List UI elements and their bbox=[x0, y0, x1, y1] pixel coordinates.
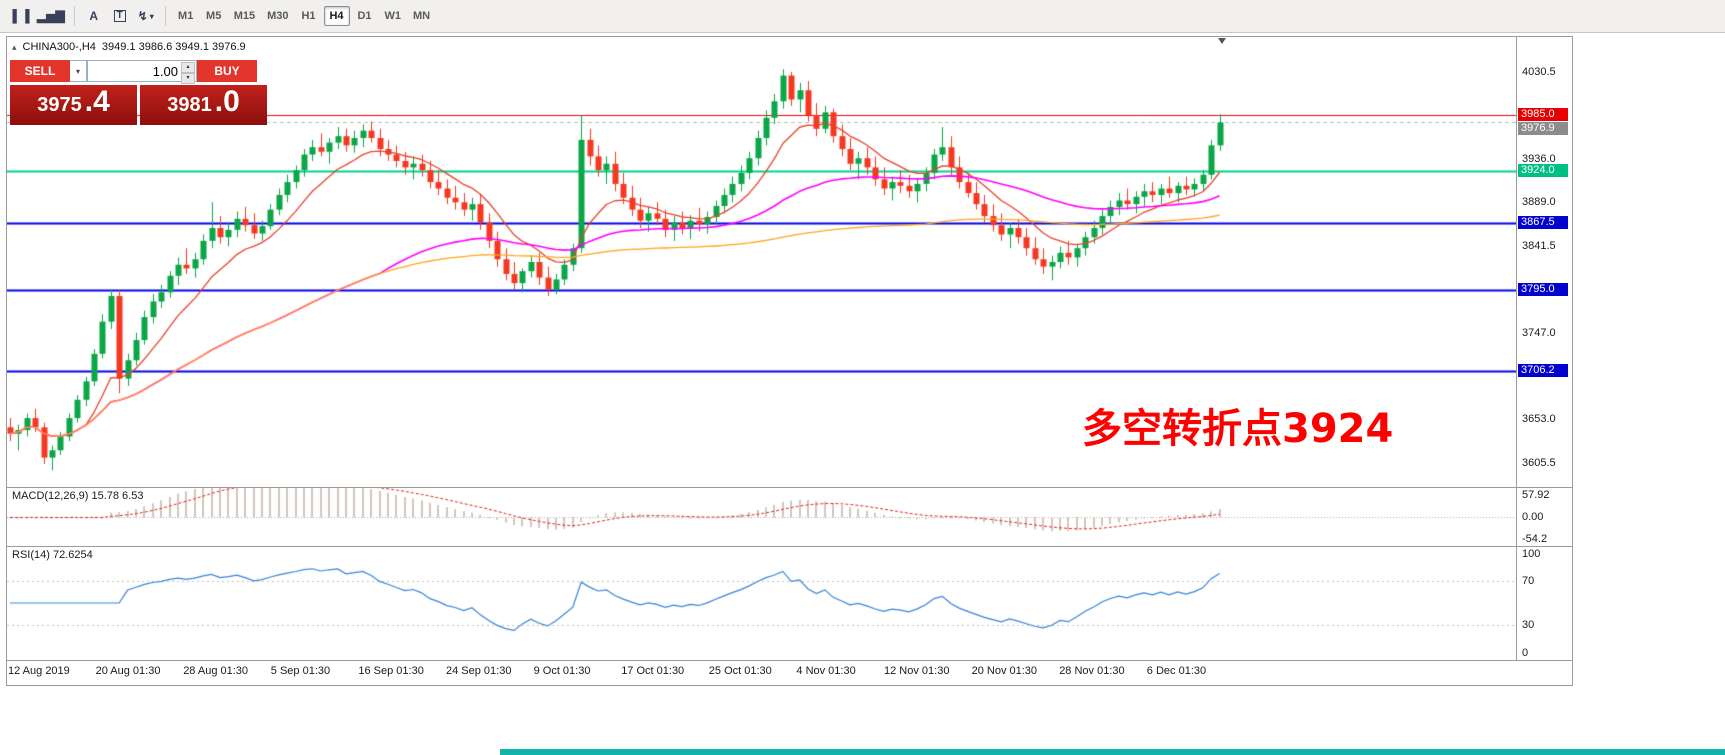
volume-field-wrap: ▴ ▾ bbox=[87, 60, 197, 84]
chart-annotation: 多空转折点3924 bbox=[1082, 406, 1394, 452]
rsi-panel-canvas[interactable] bbox=[7, 547, 1516, 659]
dropdown-caret-icon: ▾ bbox=[149, 11, 154, 21]
x-axis-label: 5 Sep 01:30 bbox=[270, 665, 331, 677]
price-level-label: 3795.0 bbox=[1518, 282, 1568, 296]
timeframe-button-h1[interactable]: H1 bbox=[301, 10, 316, 22]
sell-price-main: 3975 bbox=[37, 94, 82, 116]
text-label-icon[interactable]: A bbox=[81, 5, 107, 27]
volume-input[interactable] bbox=[88, 61, 196, 81]
rsi-indicator-label: RSI(14) 72.6254 bbox=[12, 549, 93, 561]
x-axis-label: 16 Sep 01:30 bbox=[358, 665, 424, 677]
indicators-icon[interactable]: ↯ ▾ bbox=[133, 5, 159, 27]
bar-chart-icon[interactable]: ▂▅▇ bbox=[34, 5, 68, 27]
y-axis-tick: 3605.5 bbox=[1522, 456, 1556, 469]
indicators-icon-glyph: ↯ bbox=[137, 9, 148, 23]
timeframe-button-m15[interactable]: M15 bbox=[233, 10, 256, 22]
timeframe-group: M1 M5 M15 M30 H1 H4 D1 W1 MN bbox=[172, 6, 436, 26]
volume-spin-up-icon[interactable]: ▴ bbox=[181, 62, 195, 73]
volume-dropdown-button[interactable]: ▾ bbox=[70, 60, 87, 82]
x-axis-label: 25 Oct 01:30 bbox=[708, 665, 772, 677]
macd-axis-tick: 0.00 bbox=[1522, 511, 1544, 524]
timeframe-button-mn[interactable]: MN bbox=[413, 10, 431, 22]
timeframe-button-h4[interactable]: H4 bbox=[323, 6, 350, 26]
current-price-label: 3976.9 bbox=[1518, 121, 1568, 135]
rsi-axis-tick: 100 bbox=[1522, 548, 1541, 560]
price-axis-line bbox=[1516, 37, 1517, 660]
x-axis-label: 12 Aug 2019 bbox=[8, 665, 70, 677]
x-axis-label: 20 Aug 01:30 bbox=[95, 665, 161, 677]
toolbar-separator bbox=[73, 6, 75, 26]
toolbar-icon-group: ▌▐ ▂▅▇ A T ↯ ▾ bbox=[8, 5, 159, 27]
x-axis-label: 17 Oct 01:30 bbox=[621, 665, 685, 677]
price-level-label: 3867.5 bbox=[1518, 215, 1568, 229]
y-axis-tick: 3747.0 bbox=[1522, 326, 1556, 339]
x-axis-label: 6 Dec 01:30 bbox=[1146, 665, 1207, 677]
rsi-axis-tick: 30 bbox=[1522, 619, 1535, 632]
y-axis-tick: 4030.5 bbox=[1522, 66, 1556, 79]
collapse-symbol-info-icon[interactable]: ▴ bbox=[12, 41, 17, 52]
toolbar-separator bbox=[164, 6, 166, 26]
x-axis-label: 24 Sep 01:30 bbox=[446, 665, 512, 677]
y-axis-tick: 3889.0 bbox=[1522, 196, 1556, 209]
panel-separator bbox=[7, 546, 1572, 547]
price-level-label: 3706.2 bbox=[1518, 364, 1568, 378]
price-level-label: 3924.0 bbox=[1518, 164, 1568, 178]
sell-price-pips: .4 bbox=[84, 85, 110, 118]
buy-price-main: 3981 bbox=[167, 94, 212, 116]
bottom-accent-strip bbox=[500, 749, 1725, 755]
bar-chart-icon-glyph: ▂▅▇ bbox=[37, 9, 65, 23]
timeframe-button-m5[interactable]: M5 bbox=[206, 10, 222, 22]
text-box-icon-glyph: T bbox=[113, 10, 126, 22]
symbol-info-bar: ▴ CHINA300-,H4 3949.1 3986.6 3949.1 3976… bbox=[12, 41, 246, 53]
buy-quote-button[interactable]: 3981 .0 bbox=[140, 85, 267, 125]
panel-separator bbox=[7, 487, 1572, 488]
price-level-label: 3985.0 bbox=[1518, 108, 1568, 122]
buy-button[interactable]: BUY bbox=[197, 60, 257, 82]
symbol-name: CHINA300-,H4 bbox=[22, 41, 96, 53]
x-axis-label: 28 Nov 01:30 bbox=[1059, 665, 1125, 677]
chart-shift-marker-icon bbox=[1218, 38, 1226, 44]
sell-quote-button[interactable]: 3975 .4 bbox=[10, 85, 137, 125]
quote-row: 3975 .4 3981 .0 bbox=[10, 85, 267, 125]
top-toolbar: ▌▐ ▂▅▇ A T ↯ ▾ M1 M5 M15 M30 H1 H4 D1 W1 MN bbox=[0, 0, 1725, 33]
macd-axis-tick: 57.92 bbox=[1522, 489, 1550, 501]
x-axis-label: 4 Nov 01:30 bbox=[796, 665, 856, 677]
y-axis-tick: 3936.0 bbox=[1522, 153, 1556, 166]
symbol-ohlc: 3949.1 3986.6 3949.1 3976.9 bbox=[101, 41, 246, 53]
text-label-icon-glyph: A bbox=[89, 9, 99, 23]
volume-spin-down-icon[interactable]: ▾ bbox=[181, 73, 195, 84]
sell-button[interactable]: SELL bbox=[10, 60, 70, 82]
buy-price-pips: .0 bbox=[214, 85, 240, 118]
volume-spinner: ▴ ▾ bbox=[181, 62, 195, 84]
x-axis-label: 20 Nov 01:30 bbox=[971, 665, 1038, 677]
text-box-icon[interactable]: T bbox=[107, 5, 133, 27]
candlestick-chart-icon[interactable]: ▌▐ bbox=[8, 5, 34, 27]
timeframe-button-d1[interactable]: D1 bbox=[357, 10, 372, 22]
one-click-trade-row: SELL ▾ ▴ ▾ BUY bbox=[10, 60, 257, 84]
macd-axis-tick: -54.2 bbox=[1522, 533, 1548, 545]
x-axis-label: 12 Nov 01:30 bbox=[884, 665, 950, 677]
rsi-axis-tick: 0 bbox=[1522, 647, 1529, 659]
candlestick-chart-icon-glyph: ▌▐ bbox=[12, 9, 30, 23]
timeframe-button-m1[interactable]: M1 bbox=[178, 10, 194, 22]
x-axis-label: 9 Oct 01:30 bbox=[533, 665, 591, 677]
macd-panel-canvas[interactable] bbox=[7, 488, 1516, 545]
timeframe-button-w1[interactable]: W1 bbox=[384, 10, 402, 22]
y-axis-tick: 3653.0 bbox=[1522, 412, 1556, 425]
macd-indicator-label: MACD(12,26,9) 15.78 6.53 bbox=[12, 490, 144, 502]
timeframe-button-m30[interactable]: M30 bbox=[267, 10, 289, 22]
y-axis-tick: 3841.5 bbox=[1522, 239, 1556, 252]
panel-separator bbox=[7, 660, 1572, 661]
rsi-axis-tick: 70 bbox=[1522, 574, 1535, 587]
x-axis-label: 28 Aug 01:30 bbox=[183, 665, 249, 677]
